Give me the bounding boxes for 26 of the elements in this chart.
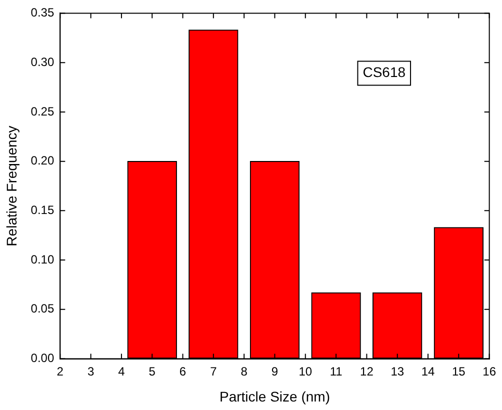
x-tick-label: 12 (360, 364, 374, 378)
y-tick-label: 0.10 (30, 252, 54, 266)
x-tick-label: 13 (390, 364, 404, 378)
y-tick-label: 0.15 (30, 203, 54, 217)
y-tick-label: 0.05 (30, 302, 54, 316)
annotation: CS618 (362, 64, 406, 80)
y-tick-label: 0.25 (30, 104, 54, 118)
x-tick-label: 5 (148, 364, 156, 378)
x-tick-label: 11 (330, 364, 343, 378)
x-tick-label: 7 (210, 364, 218, 378)
x-tick-label: 4 (118, 364, 126, 378)
x-tick-label: 8 (240, 364, 248, 378)
x-tick-label: 6 (179, 364, 186, 378)
y-tick-label: 0.30 (30, 54, 54, 69)
y-tick-label: 0.20 (30, 154, 54, 168)
y-tick-label: 0.00 (30, 351, 54, 366)
x-tick-label: 2 (56, 364, 64, 378)
y-tick-label: 0.35 (30, 6, 54, 20)
y-axis-title: Relative Frequency (3, 126, 20, 246)
x-tick-label: 16 (482, 364, 496, 378)
x-tick-label: 10 (298, 364, 312, 378)
x-tick-label: 15 (452, 364, 466, 378)
x-axis-title: Particle Size (nm) (220, 388, 330, 404)
x-tick-label: 3 (87, 364, 94, 378)
x-tick-label: 14 (421, 364, 436, 378)
x-tick-label: 9 (271, 364, 278, 378)
